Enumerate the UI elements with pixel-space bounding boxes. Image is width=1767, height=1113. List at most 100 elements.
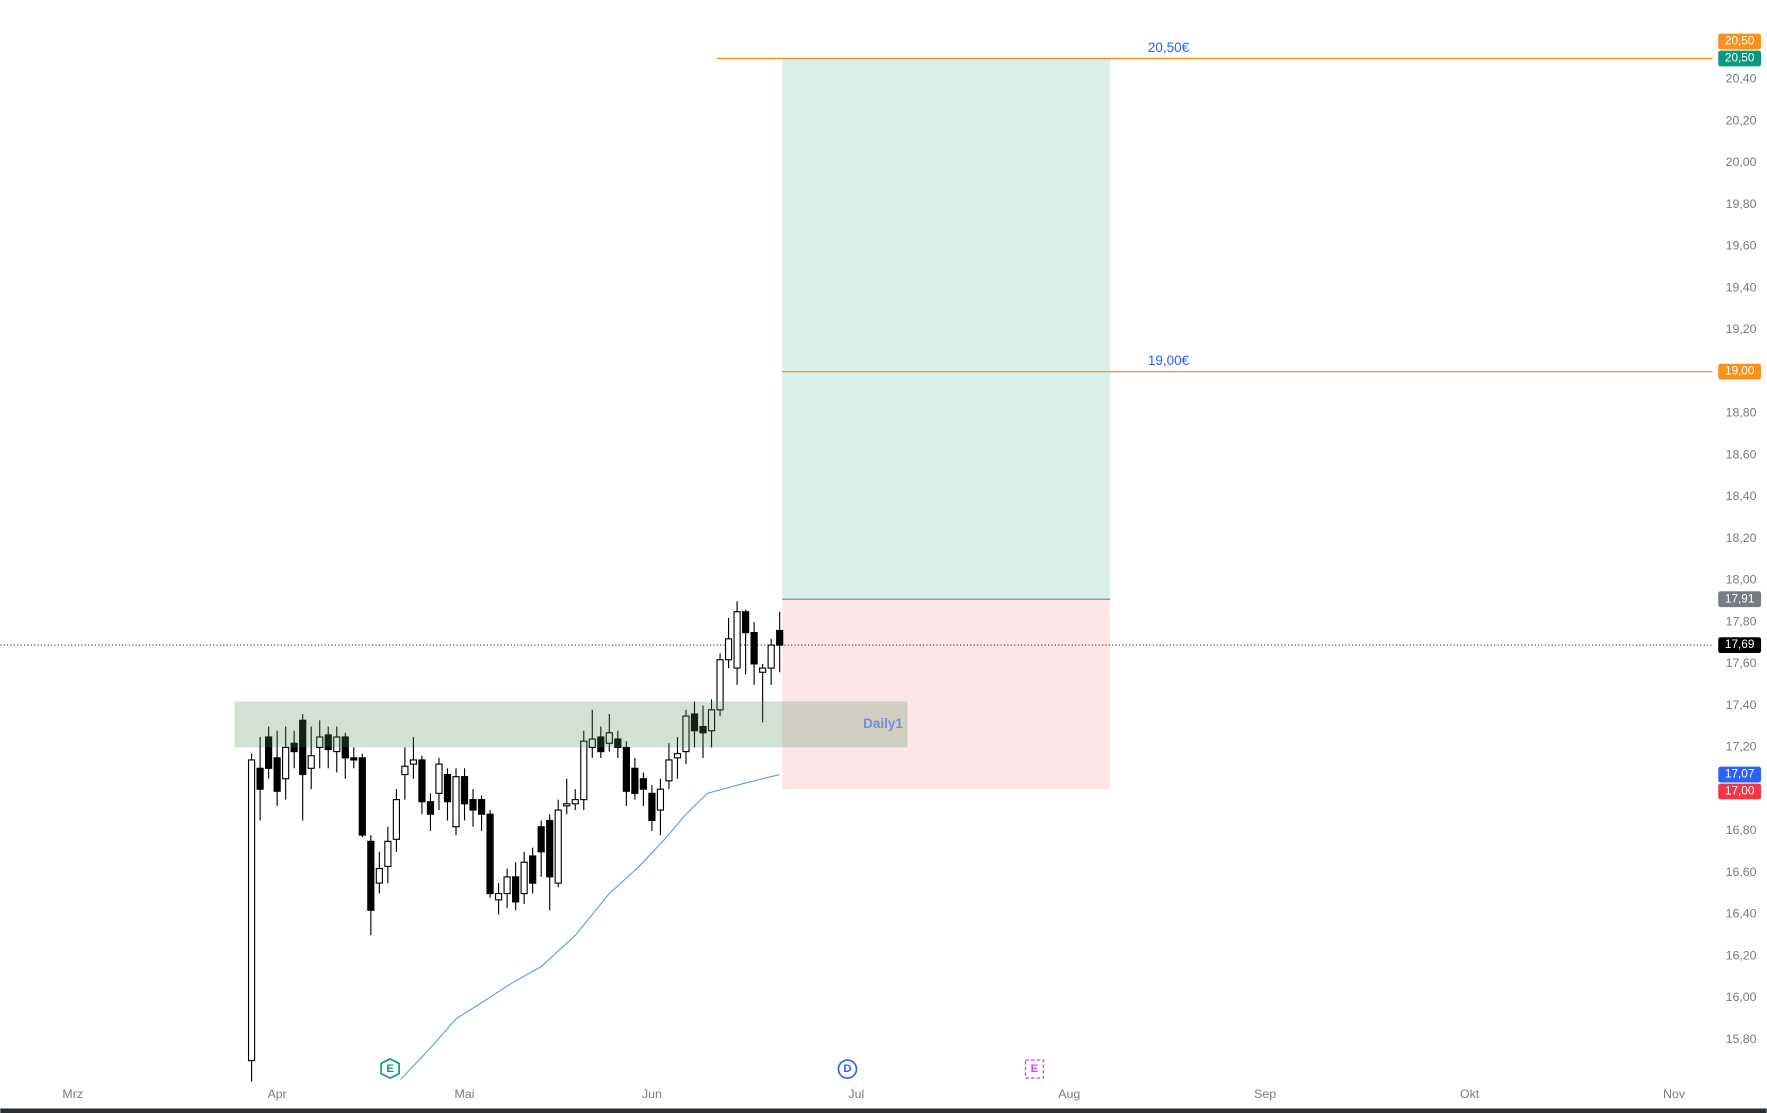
price-tag-label: 19,00 [1725, 364, 1755, 378]
price-tag: 19,00 [1718, 363, 1762, 380]
y-tick-label: 19,40 [1726, 280, 1757, 294]
horizontal-line-label: 19,00€ [1148, 353, 1190, 368]
event-marker[interactable]: D [837, 1059, 858, 1079]
candle-body [690, 713, 699, 732]
candle-body [614, 738, 622, 748]
y-tick-label: 17,60 [1726, 656, 1757, 670]
y-tick-label: 18,60 [1726, 447, 1757, 461]
candle-body [299, 719, 307, 776]
x-tick-label: Jul [848, 1087, 864, 1101]
candle-body [588, 738, 596, 748]
horizontal-line-label: 20,50€ [1148, 40, 1190, 55]
price-tag-box [1718, 363, 1762, 380]
candle-body [443, 773, 452, 803]
x-tick-label: Sep [1254, 1087, 1276, 1101]
candle-body [716, 659, 724, 711]
target-zone [782, 58, 1111, 600]
price-tag-box [1718, 591, 1762, 608]
candle-body [512, 876, 520, 903]
candle-body [673, 753, 682, 759]
candle-body [622, 746, 630, 792]
candle-body [418, 759, 426, 803]
moving-average [400, 774, 780, 1080]
candle-body [324, 734, 332, 751]
y-tick-label: 16,00 [1726, 990, 1757, 1004]
candle-body [639, 778, 648, 790]
event-label: E [1031, 1063, 1039, 1075]
event-marker[interactable]: E [1024, 1059, 1045, 1079]
candle-body [341, 736, 349, 759]
candle-body [247, 759, 256, 1062]
price-tag-label: 20,50 [1725, 51, 1755, 65]
y-tick-label: 16,60 [1726, 865, 1757, 879]
zone-label: Daily1 [863, 716, 903, 731]
candle-body [392, 799, 400, 840]
zone [234, 701, 908, 748]
candle-body [350, 757, 358, 761]
candle-body [750, 632, 758, 665]
candle-body [520, 861, 528, 895]
price-tag: 17,69 [1718, 637, 1762, 654]
y-tick-label: 18,20 [1726, 531, 1757, 545]
candle-body [384, 840, 392, 867]
x-tick-label: Apr [268, 1087, 287, 1101]
y-tick-label: 18,00 [1726, 573, 1757, 587]
candle-body [256, 767, 264, 790]
event-icon [380, 1057, 400, 1080]
candle-body [282, 746, 290, 780]
y-tick-label: 20,20 [1726, 113, 1757, 127]
price-tag-box [1718, 766, 1762, 783]
x-tick-label: Aug [1058, 1087, 1080, 1101]
price-tag-box [1718, 637, 1762, 654]
y-tick-label: 17,20 [1726, 740, 1757, 754]
candle-body [631, 767, 639, 794]
candle-body [307, 755, 315, 769]
y-tick-label: 19,60 [1726, 239, 1757, 253]
candle-body [486, 813, 494, 895]
y-tick-label: 15,80 [1726, 1032, 1757, 1046]
candle-body [273, 757, 281, 792]
price-tag: 20,50 [1718, 50, 1762, 67]
candle-body [665, 759, 673, 782]
candle-body [776, 629, 784, 646]
candle-body [460, 776, 469, 805]
x-tick-label: Mrz [62, 1087, 83, 1101]
y-tick-label: 16,40 [1726, 907, 1757, 921]
price-tag: 17,00 [1718, 783, 1762, 800]
price-tag: 20,50 [1718, 33, 1762, 50]
y-tick-label: 16,20 [1726, 948, 1757, 962]
price-tag-label: 17,69 [1725, 637, 1755, 651]
candle-body [767, 644, 775, 669]
candle-body [597, 736, 605, 753]
y-tick-label: 17,80 [1726, 614, 1757, 628]
candle-body [409, 759, 418, 765]
candle-body [699, 725, 707, 734]
event-icon [837, 1059, 858, 1079]
bottom-border [0, 1108, 1767, 1113]
price-tag-label: 17,00 [1725, 784, 1755, 798]
candle-body [656, 788, 665, 811]
y-tick-label: 18,80 [1726, 406, 1757, 420]
candle-body [724, 638, 733, 661]
candle-body [733, 611, 741, 669]
candle-body [554, 809, 562, 884]
x-tick-label: Mai [455, 1087, 475, 1101]
candle-body [316, 736, 324, 748]
candle-body [401, 765, 409, 776]
event-marker[interactable]: E [380, 1057, 400, 1080]
y-tick-label: 20,00 [1726, 155, 1757, 169]
candle-body [648, 792, 656, 822]
x-tick-label: Okt [1460, 1087, 1480, 1101]
price-tag: 17,91 [1718, 591, 1762, 608]
candle-body [503, 876, 511, 895]
stop-zone [782, 599, 1111, 790]
candle-body [367, 840, 375, 911]
y-tick-label: 20,40 [1726, 72, 1757, 86]
candle-body [546, 819, 554, 878]
y-tick-label: 18,40 [1726, 489, 1757, 503]
price-tag-label: 17,91 [1725, 591, 1755, 605]
candle-body [537, 826, 545, 853]
y-tick-label: 19,20 [1726, 322, 1757, 336]
candle-body [742, 611, 750, 634]
